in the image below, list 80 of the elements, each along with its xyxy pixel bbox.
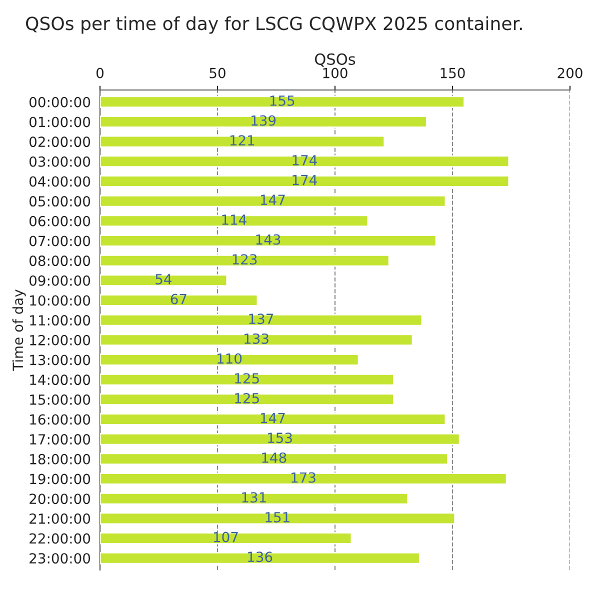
data-label: 125 [235, 373, 259, 384]
y-tick-label: 01:00:00 [30, 116, 90, 128]
x-tick-label: 200 [558, 68, 582, 78]
bar [100, 452, 448, 466]
data-label: 153 [268, 432, 292, 444]
x-tick-label: 0 [96, 68, 104, 78]
data-label: 147 [260, 412, 285, 424]
x-axis-title: QSOs [315, 53, 356, 67]
data-label: 136 [248, 552, 272, 562]
y-tick-label: 06:00:00 [30, 216, 90, 226]
bar [100, 274, 228, 287]
bar [100, 116, 428, 128]
data-label: 174 [292, 155, 317, 166]
y-tick-label: 08:00:00 [30, 256, 90, 266]
data-label: 147 [260, 194, 285, 205]
data-label: 173 [292, 472, 316, 483]
y-tick-label: 17:00:00 [30, 434, 90, 445]
data-label: 67 [170, 294, 186, 304]
y-tick-label: 02:00:00 [30, 136, 90, 148]
y-tick-label: 10:00:00 [30, 295, 90, 306]
y-tick-label: 04:00:00 [30, 176, 90, 187]
y-tick-label: 23:00:00 [30, 553, 90, 564]
data-label: 121 [230, 135, 254, 146]
data-label: 114 [222, 214, 246, 225]
data-label: 54 [156, 274, 172, 284]
y-tick-label: 20:00:00 [30, 494, 90, 504]
y-tick-label: 13:00:00 [30, 354, 90, 366]
bar [100, 492, 409, 505]
y-tick-label: 03:00:00 [30, 156, 90, 167]
bar [100, 354, 360, 366]
data-label: 143 [256, 234, 280, 245]
data-label: 139 [252, 115, 276, 126]
bar [100, 214, 369, 228]
y-tick-label: 09:00:00 [30, 275, 90, 286]
data-label: 133 [244, 333, 268, 344]
chart-title: QSOs per time of day for LSCG CQWPX 2025 container. [26, 16, 522, 34]
y-tick-label: 16:00:00 [30, 414, 90, 425]
data-label: 125 [235, 392, 259, 404]
y-tick-label: 12:00:00 [30, 334, 90, 346]
bar [100, 96, 465, 108]
x-tick-label: 150 [440, 68, 465, 78]
bar [100, 155, 510, 168]
y-tick-label: 05:00:00 [30, 196, 90, 207]
data-label: 174 [292, 174, 317, 186]
bar [100, 373, 394, 386]
y-tick-label: 19:00:00 [30, 474, 90, 484]
bar [100, 432, 460, 446]
bar [100, 512, 456, 525]
bar [100, 413, 446, 426]
data-label: 155 [270, 96, 294, 106]
data-label: 151 [266, 512, 290, 522]
y-tick-label: 21:00:00 [30, 513, 90, 524]
bar [100, 175, 510, 188]
bar [100, 294, 258, 306]
y-tick-label: 18:00:00 [30, 454, 90, 464]
y-tick-label: 15:00:00 [30, 394, 90, 405]
y-tick-label: 22:00:00 [30, 533, 90, 544]
data-label: 110 [218, 353, 242, 364]
data-label: 123 [232, 254, 257, 265]
bar [100, 194, 446, 208]
bar [100, 234, 437, 247]
bar [100, 314, 423, 326]
y-tick-label: 00:00:00 [30, 96, 90, 108]
x-tick-label: 100 [323, 68, 348, 78]
data-label: 107 [214, 532, 238, 542]
bar [100, 393, 394, 406]
data-label: 131 [242, 492, 266, 503]
y-tick-label: 11:00:00 [30, 315, 90, 326]
bar [100, 254, 390, 267]
y-tick-label: 07:00:00 [30, 236, 90, 246]
bar [100, 532, 352, 544]
bar [100, 135, 386, 148]
y-tick-label: 14:00:00 [30, 374, 90, 386]
x-tick-label: 50 [210, 68, 226, 78]
y-axis-title: Time of day [12, 290, 26, 371]
data-label: 137 [249, 314, 274, 324]
bar [100, 552, 420, 564]
data-label: 148 [262, 452, 286, 463]
bar [100, 472, 508, 485]
bar [100, 334, 414, 346]
